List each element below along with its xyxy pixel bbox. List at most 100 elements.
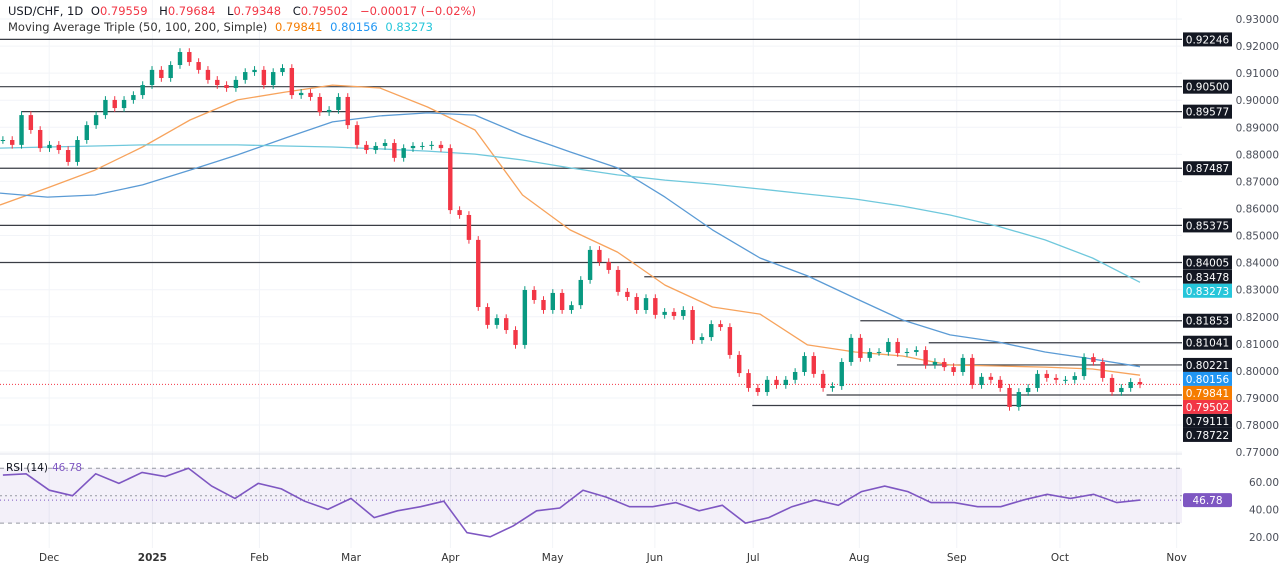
candle-body (681, 310, 686, 316)
candle (224, 81, 229, 92)
price-tag-label: 0.84005 (1186, 257, 1229, 269)
candle-body (494, 318, 500, 325)
candle (1128, 378, 1133, 392)
price-tick-label: 0.81000 (1236, 339, 1279, 351)
candle-body (1007, 387, 1012, 407)
candle (1081, 353, 1087, 380)
symbol-name[interactable]: USD/CHF, 1D (8, 4, 84, 18)
candle (625, 288, 630, 301)
candle-body (764, 379, 770, 393)
price-axis[interactable]: 0.93000 0.92000 0.91000 0.90000 0.89000 0.880… (1182, 0, 1280, 569)
price-tag (1183, 79, 1232, 94)
price-tick-label: 0.79000 (1236, 393, 1279, 405)
candle-body (1109, 377, 1115, 393)
candle-body (121, 99, 127, 109)
candle-body (746, 373, 751, 388)
candle-body (597, 249, 602, 263)
candle-body (1128, 382, 1133, 388)
candle (559, 289, 565, 314)
candle-body (1035, 373, 1040, 388)
rsi-name[interactable]: RSI (14) (6, 462, 48, 474)
candle-body (410, 145, 416, 149)
candle (802, 352, 807, 376)
candle-body (457, 210, 462, 215)
candle (783, 376, 789, 389)
candle (671, 308, 677, 320)
price-tag-label: 0.87487 (1186, 163, 1229, 175)
price-tag-label: 0.85375 (1186, 220, 1229, 232)
candle (597, 246, 602, 266)
candle-body (662, 311, 667, 315)
candle (1063, 376, 1068, 384)
candle-body (802, 356, 807, 372)
candle-body (783, 379, 789, 385)
candle-body (886, 341, 891, 352)
candle (634, 293, 639, 314)
candle (839, 358, 844, 390)
price-tag (1183, 32, 1232, 47)
time-tick-label: Mar (341, 552, 361, 564)
time-tick-label: Dec (39, 552, 60, 564)
candle (895, 338, 900, 357)
candle (1109, 374, 1115, 396)
candle (718, 320, 723, 331)
rsi-tick-label: 60.00 (1249, 477, 1279, 489)
candle (504, 314, 509, 334)
candle (979, 373, 984, 389)
indicator-name[interactable]: Moving Average Triple (50, 100, 200, Sim… (8, 20, 268, 34)
candle-body (93, 115, 99, 126)
candle (820, 370, 826, 392)
price-tag-label: 0.79111 (1186, 416, 1229, 428)
horizontal-levels[interactable] (0, 38, 1182, 407)
candle-body (131, 95, 136, 100)
candle-body (317, 96, 322, 113)
price-tick-label: 0.92000 (1236, 41, 1279, 53)
candle (429, 141, 434, 150)
candle-body (942, 361, 947, 368)
candle (727, 323, 733, 359)
candle (345, 93, 350, 129)
candle-body (774, 379, 779, 385)
candle-body (895, 341, 900, 354)
candle (494, 314, 500, 329)
price-tag-label: 0.89577 (1186, 107, 1229, 119)
candle (830, 382, 835, 392)
candle (932, 358, 938, 369)
candle (1007, 384, 1012, 411)
candle (886, 338, 891, 356)
candle (298, 89, 304, 99)
time-axis[interactable]: Dec 2025 Feb Mar Apr May Jun Jul Aug Sep Oct Nov (39, 552, 1187, 564)
time-tick-label: Jun (646, 552, 663, 564)
candle-body (448, 148, 453, 211)
candle-body (187, 52, 192, 63)
price-tag (1183, 399, 1232, 414)
candle-body (429, 144, 434, 146)
candle (1044, 370, 1049, 382)
candle-body (904, 351, 910, 354)
candle (1072, 372, 1077, 384)
candle-body (737, 354, 742, 374)
candle (112, 96, 117, 112)
candle-body (438, 144, 444, 149)
price-tag (1183, 385, 1232, 400)
candle (382, 139, 388, 150)
candle-body (643, 298, 649, 311)
price-tick-label: 0.91000 (1236, 68, 1279, 80)
candle (904, 348, 910, 357)
candle (792, 368, 798, 384)
candle-body (298, 92, 304, 96)
symbol-legend: USD/CHF, 1D O0.79559 H0.79684 L0.79348 C… (8, 4, 480, 18)
candle (513, 326, 518, 349)
candle (19, 111, 24, 149)
candle (149, 66, 155, 89)
price-tick-label: 0.77000 (1236, 447, 1279, 459)
candle-body (373, 145, 378, 151)
low-value: 0.79348 (233, 4, 282, 18)
price-tag (1183, 427, 1232, 442)
open-value: 0.79559 (99, 4, 148, 18)
candle (1119, 384, 1124, 396)
price-tick-label: 0.93000 (1236, 14, 1279, 26)
high-label: H (159, 4, 168, 18)
candle-body (476, 239, 481, 308)
